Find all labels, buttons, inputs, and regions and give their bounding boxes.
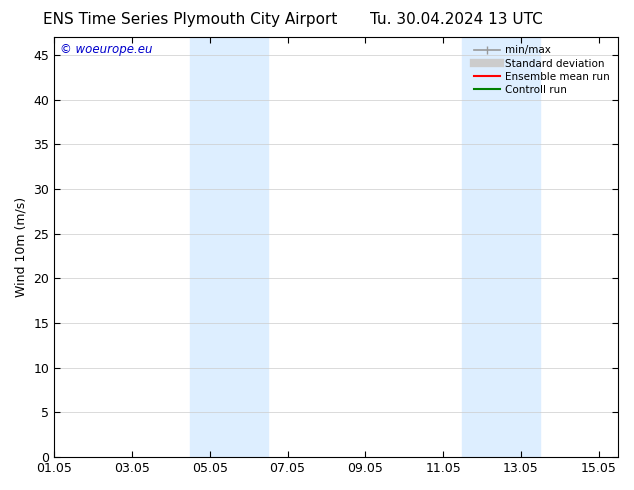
Bar [462, 37, 540, 457]
Text: Tu. 30.04.2024 13 UTC: Tu. 30.04.2024 13 UTC [370, 12, 543, 27]
Text: ENS Time Series Plymouth City Airport: ENS Time Series Plymouth City Airport [43, 12, 337, 27]
Bar [190, 37, 268, 457]
Legend: min/max, Standard deviation, Ensemble mean run, Controll run: min/max, Standard deviation, Ensemble me… [470, 42, 613, 98]
Text: © woeurope.eu: © woeurope.eu [60, 43, 152, 56]
Y-axis label: Wind 10m (m/s): Wind 10m (m/s) [15, 197, 28, 297]
